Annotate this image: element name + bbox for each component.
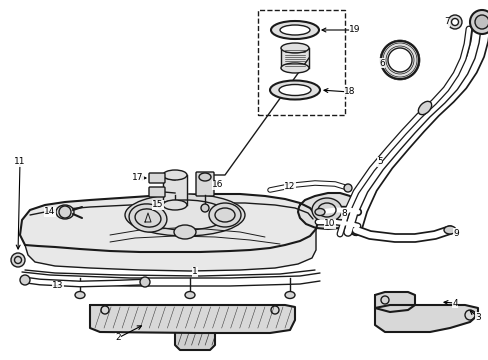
Ellipse shape xyxy=(447,15,461,29)
Ellipse shape xyxy=(125,194,244,236)
Ellipse shape xyxy=(269,81,319,99)
Text: 5: 5 xyxy=(376,157,382,166)
Ellipse shape xyxy=(174,225,196,239)
Ellipse shape xyxy=(163,170,186,180)
Ellipse shape xyxy=(281,43,308,53)
Text: 16: 16 xyxy=(212,180,224,189)
Text: 4: 4 xyxy=(451,298,457,307)
Circle shape xyxy=(11,253,25,267)
Polygon shape xyxy=(281,48,308,68)
Text: 15: 15 xyxy=(152,201,163,210)
Polygon shape xyxy=(175,333,215,350)
Circle shape xyxy=(343,184,351,192)
Text: 8: 8 xyxy=(341,210,346,219)
Circle shape xyxy=(201,204,208,212)
Ellipse shape xyxy=(279,85,310,95)
Circle shape xyxy=(469,10,488,34)
Ellipse shape xyxy=(208,203,241,227)
Polygon shape xyxy=(297,193,354,229)
Polygon shape xyxy=(25,229,315,271)
Polygon shape xyxy=(374,292,414,312)
Text: 12: 12 xyxy=(284,183,295,192)
FancyBboxPatch shape xyxy=(196,172,214,196)
Text: 14: 14 xyxy=(44,207,56,216)
Polygon shape xyxy=(374,305,477,332)
Ellipse shape xyxy=(199,173,210,181)
Ellipse shape xyxy=(417,101,431,115)
Polygon shape xyxy=(20,194,317,252)
Text: 17: 17 xyxy=(132,174,143,183)
FancyBboxPatch shape xyxy=(149,187,164,197)
Ellipse shape xyxy=(270,21,318,39)
Ellipse shape xyxy=(311,198,341,222)
Ellipse shape xyxy=(129,204,166,232)
Text: 7: 7 xyxy=(443,18,449,27)
Text: 19: 19 xyxy=(348,26,360,35)
Text: 9: 9 xyxy=(452,229,458,238)
Text: 3: 3 xyxy=(474,312,480,321)
Text: 6: 6 xyxy=(378,58,384,68)
Ellipse shape xyxy=(280,25,309,35)
Ellipse shape xyxy=(380,41,418,79)
Ellipse shape xyxy=(450,18,458,26)
Ellipse shape xyxy=(314,208,325,216)
Ellipse shape xyxy=(163,200,186,210)
Ellipse shape xyxy=(184,292,195,298)
Ellipse shape xyxy=(56,205,74,219)
Ellipse shape xyxy=(281,63,308,73)
Circle shape xyxy=(20,275,30,285)
Bar xyxy=(258,10,345,115)
Ellipse shape xyxy=(285,292,294,298)
Text: 10: 10 xyxy=(324,220,335,229)
Text: 11: 11 xyxy=(14,157,26,166)
Polygon shape xyxy=(163,175,186,205)
Text: 18: 18 xyxy=(344,87,355,96)
Ellipse shape xyxy=(387,48,411,72)
Circle shape xyxy=(474,15,488,29)
Ellipse shape xyxy=(75,292,85,298)
FancyBboxPatch shape xyxy=(149,173,164,183)
Text: 1: 1 xyxy=(192,267,198,276)
Text: 13: 13 xyxy=(52,282,63,291)
Ellipse shape xyxy=(142,200,227,230)
Ellipse shape xyxy=(443,226,455,234)
Circle shape xyxy=(140,277,150,287)
Polygon shape xyxy=(90,305,294,333)
Text: 2: 2 xyxy=(115,333,121,342)
